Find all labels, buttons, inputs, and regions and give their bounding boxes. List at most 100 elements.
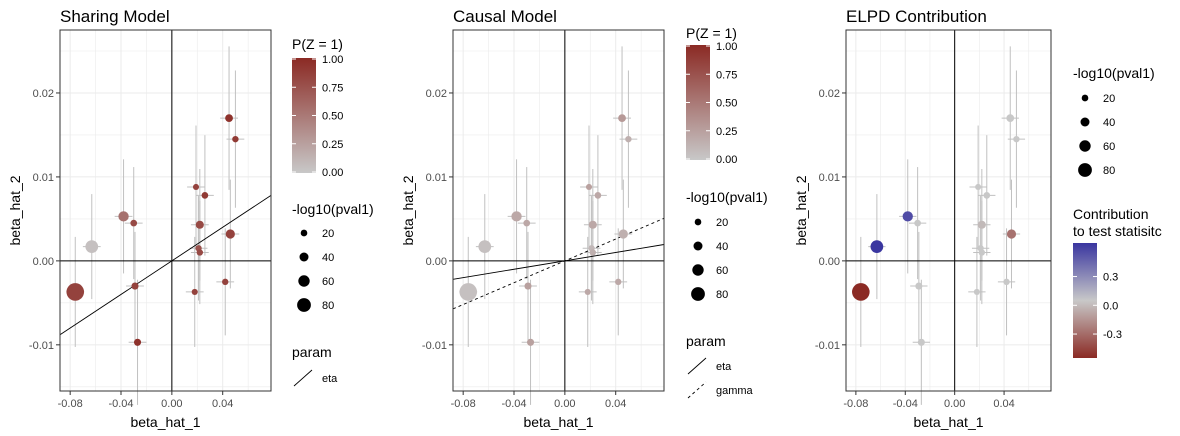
color-legend-label: 0.00: [322, 167, 343, 179]
line-legend-label: eta: [322, 373, 338, 385]
size-legend-label: 20: [716, 217, 728, 229]
data-point: [1003, 278, 1010, 286]
size-legend-label: 40: [322, 252, 334, 264]
panel-border: [845, 29, 1052, 392]
data-point: [196, 249, 204, 256]
line-legend-label: eta: [716, 361, 732, 373]
x-tick-label: -0.08: [451, 398, 476, 410]
fit-lines: [59, 195, 272, 336]
data-point: [523, 219, 531, 227]
data-point: [618, 229, 628, 239]
data-point: [589, 249, 597, 256]
size-legend-label: 40: [716, 241, 728, 253]
color-legend-bar: [1073, 243, 1097, 358]
data-point: [917, 338, 925, 346]
data-point: [594, 192, 602, 199]
y-axis: -0.01 0.00 0.01 0.02: [815, 88, 846, 352]
size-legend-key: [297, 298, 311, 312]
data-point: [977, 220, 986, 229]
size-legend-label: 80: [322, 300, 334, 312]
size-legend-label: 20: [1103, 93, 1115, 105]
line-legend: param eta gamma: [686, 333, 754, 399]
size-legend-key: [299, 252, 309, 262]
data-point: [902, 211, 913, 222]
size-legend-key: [300, 229, 308, 237]
y-tick-label: 0.00: [33, 256, 54, 268]
color-legend-title-line-2: to test statisitc: [1073, 223, 1162, 239]
fit-line-eta: [59, 195, 272, 336]
data-point: [133, 338, 142, 346]
line-legend-key: [687, 357, 707, 375]
x-tick-label: 0.04: [605, 398, 626, 410]
x-axis: -0.08 -0.04 0.00 0.04: [843, 391, 1015, 410]
data-point: [131, 282, 139, 290]
color-legend-label: 1.00: [322, 54, 343, 66]
y-tick-label: -0.01: [29, 340, 54, 352]
size-legend-label: 60: [716, 265, 728, 277]
data-point: [222, 278, 229, 286]
color-legend-label: 1.00: [716, 41, 737, 53]
data-point: [915, 282, 923, 290]
zero-lines: [846, 30, 1051, 391]
line-legend-title: param: [686, 333, 726, 349]
size-legend-title: -log10(pval1): [292, 201, 374, 217]
data-point: [914, 219, 921, 227]
size-legend-key: [694, 218, 702, 226]
x-tick-label: -0.04: [893, 398, 918, 410]
fit-line-gamma: [452, 217, 665, 310]
x-tick-label: 0.00: [161, 398, 182, 410]
panel-title: Sharing Model: [60, 7, 170, 26]
line-legend-title: param: [292, 344, 332, 360]
line-legend-key: [687, 381, 707, 399]
y-tick-label: -0.01: [422, 340, 447, 352]
data-point: [524, 282, 532, 290]
line-legend-label: gamma: [716, 385, 754, 397]
y-tick-label: 0.02: [33, 88, 54, 100]
data-point: [1013, 135, 1020, 143]
zero-lines: [60, 30, 271, 391]
color-legend-label: 0.50: [322, 111, 343, 123]
points: [852, 114, 1020, 346]
y-axis-label: beta_hat_2: [793, 175, 809, 245]
size-legend-key: [692, 264, 704, 276]
size-legend: -log10(pval1) 20 40 60 80: [686, 189, 768, 301]
x-tick-label: 0.04: [993, 398, 1014, 410]
size-legend-key: [1079, 140, 1091, 152]
color-legend-label: -0.3: [1103, 329, 1122, 341]
zero-lines: [453, 30, 664, 391]
x-axis: -0.08 -0.04 0.00 0.04: [451, 391, 626, 410]
line-legend-key: [293, 369, 313, 387]
size-legend-title: -log10(pval1): [686, 189, 768, 205]
line-legend: param eta: [292, 344, 338, 387]
data-point: [191, 288, 198, 295]
data-point: [225, 114, 233, 123]
x-tick-label: -0.08: [843, 398, 868, 410]
panel-border: [59, 29, 272, 392]
panel-causal-model: Causal Model -0.08 -0.04 0.00 0.04 -0.01 0.0…: [400, 7, 768, 430]
size-legend-key: [1081, 94, 1089, 102]
x-tick-label: -0.04: [108, 398, 133, 410]
data-point: [66, 283, 85, 301]
fit-line-eta: [452, 244, 665, 280]
x-tick-label: 0.04: [212, 398, 233, 410]
size-legend-title: -log10(pval1): [1073, 65, 1155, 81]
color-legend-label: 0.25: [322, 139, 343, 151]
data-point: [526, 338, 535, 346]
panel-elpd-contribution: ELPD Contribution -0.08 -0.04 0.00 0.04 -0.…: [793, 7, 1162, 430]
data-point: [1006, 114, 1015, 123]
size-legend-label: 60: [322, 276, 334, 288]
color-legend-title: P(Z = 1): [292, 36, 343, 52]
y-tick-label: -0.01: [815, 340, 840, 352]
grid: [846, 30, 1051, 391]
grid: [60, 30, 271, 391]
data-point: [192, 183, 200, 191]
x-tick-label: 0.00: [554, 398, 575, 410]
y-axis: -0.01 0.00 0.01 0.02: [422, 88, 453, 352]
x-tick-label: -0.08: [58, 398, 83, 410]
size-legend: -log10(pval1) 20 40 60 80: [292, 201, 374, 312]
data-point: [983, 192, 991, 199]
y-tick-label: 0.02: [819, 88, 840, 100]
size-legend-key: [298, 275, 310, 287]
data-point: [232, 135, 239, 143]
